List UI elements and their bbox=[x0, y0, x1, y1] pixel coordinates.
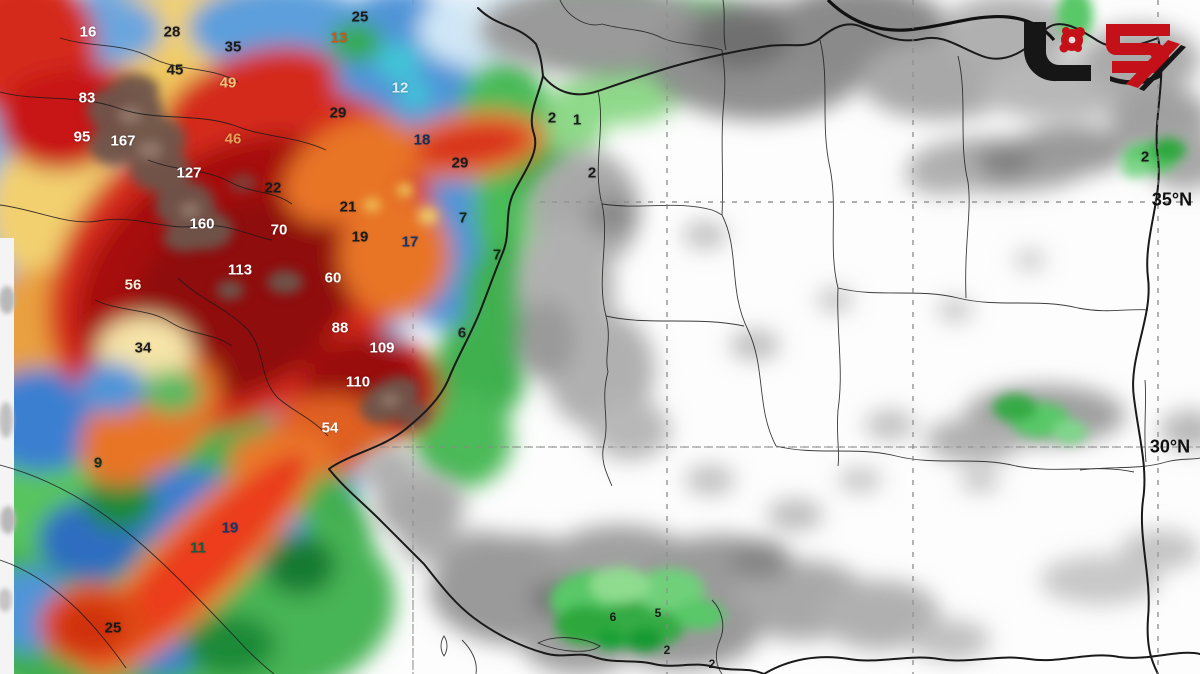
domain-edge-strip bbox=[0, 238, 16, 674]
graticule-over bbox=[380, 0, 1200, 674]
rokna-logo-glyphs bbox=[1023, 22, 1186, 91]
extreme-precip-blobs bbox=[87, 74, 438, 426]
rokna-logo bbox=[1014, 14, 1192, 94]
country-borders bbox=[328, 7, 1200, 674]
light-rain-patches bbox=[550, 0, 1186, 652]
